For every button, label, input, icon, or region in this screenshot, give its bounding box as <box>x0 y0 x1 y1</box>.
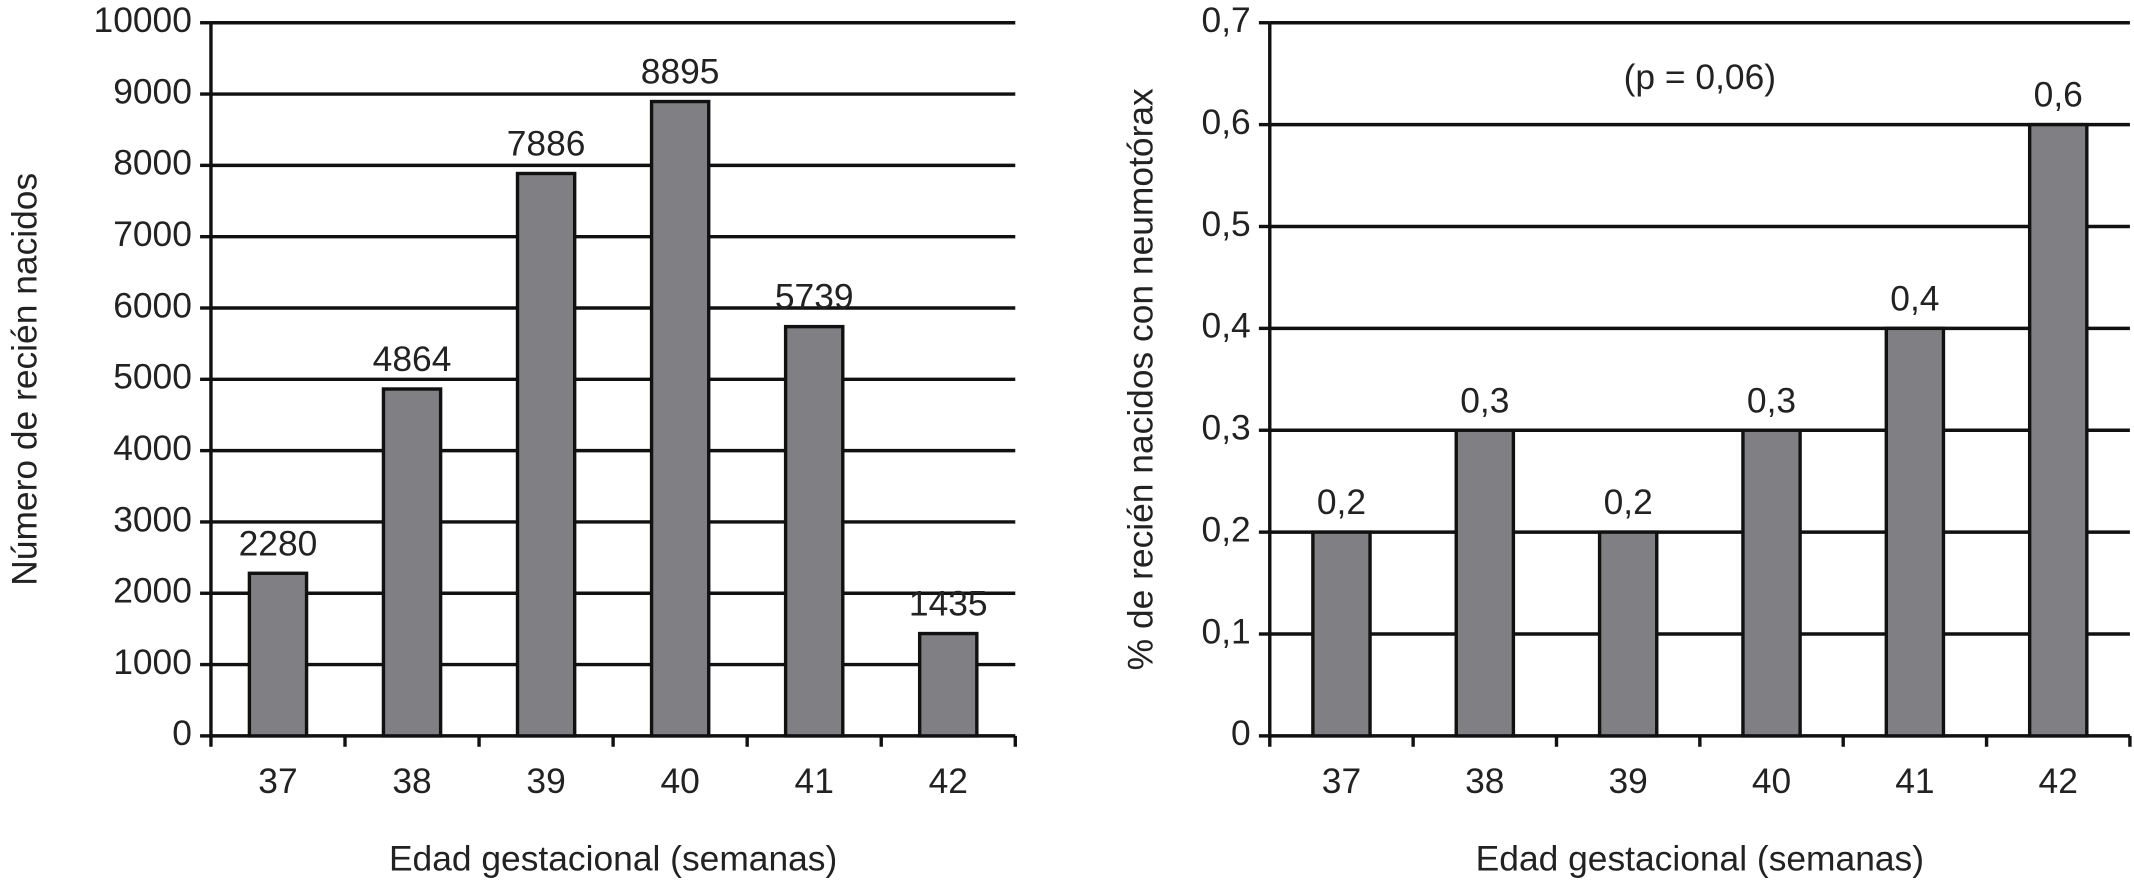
y-tick-label: 0,4 <box>1202 307 1251 346</box>
bar <box>1454 428 1516 738</box>
y-tick-label: 4000 <box>113 429 192 468</box>
bar <box>917 631 979 738</box>
value-label: 5739 <box>775 278 854 317</box>
y-tick-label: 6000 <box>113 286 192 325</box>
y-tick-label: 0,5 <box>1202 205 1251 244</box>
bar <box>2027 122 2089 738</box>
y-tick-label: 3000 <box>113 500 192 539</box>
y-tick-label: 0,6 <box>1202 103 1251 142</box>
x-tick-label: 37 <box>1322 762 1361 801</box>
value-label: 4864 <box>373 340 452 379</box>
value-label: 8895 <box>641 53 720 92</box>
y-tick-label: 0,3 <box>1202 409 1251 448</box>
bar <box>1741 428 1802 738</box>
y-tick-label: 7000 <box>113 215 192 254</box>
bar <box>1884 326 1946 738</box>
value-label: 7886 <box>507 125 586 164</box>
x-axis-title: Edad gestacional (semanas) <box>1476 839 1924 878</box>
value-label: 0,3 <box>1460 381 1509 420</box>
x-tick-label: 42 <box>929 762 968 801</box>
y-tick-label: 5000 <box>113 358 192 397</box>
bar <box>1597 530 1659 738</box>
value-label: 0,2 <box>1317 483 1366 522</box>
value-label: 1435 <box>909 585 988 624</box>
annotation: (p = 0,06) <box>1624 58 1776 97</box>
y-tick-label: 0 <box>172 714 192 753</box>
y-tick-label: 8000 <box>113 144 192 183</box>
x-tick-label: 39 <box>526 762 565 801</box>
y-tick-label: 9000 <box>113 72 192 111</box>
x-tick-label: 37 <box>258 762 297 801</box>
bar <box>247 571 309 738</box>
x-axis-title: Edad gestacional (semanas) <box>389 839 837 878</box>
value-label: 2280 <box>239 524 318 563</box>
y-axis-title: Número de recién nacidos <box>6 173 45 586</box>
x-tick-label: 41 <box>795 762 834 801</box>
y-tick-label: 10000 <box>94 1 192 40</box>
x-tick-label: 38 <box>1465 762 1504 801</box>
y-tick-label: 0 <box>1231 714 1251 753</box>
x-tick-label: 40 <box>660 762 699 801</box>
bar <box>381 387 443 738</box>
x-tick-label: 40 <box>1752 762 1791 801</box>
y-tick-label: 0,2 <box>1202 510 1251 549</box>
y-tick-label: 0,7 <box>1202 1 1251 40</box>
value-label: 0,2 <box>1604 483 1653 522</box>
bar <box>1311 530 1372 738</box>
x-tick-label: 38 <box>392 762 431 801</box>
bar <box>515 171 577 738</box>
x-tick-label: 42 <box>2039 762 2078 801</box>
x-tick-label: 41 <box>1895 762 1934 801</box>
value-label: 0,4 <box>1890 279 1939 318</box>
bar <box>783 324 845 738</box>
value-label: 0,3 <box>1747 381 1796 420</box>
x-tick-label: 39 <box>1608 762 1647 801</box>
value-label: 0,6 <box>2034 76 2083 115</box>
y-tick-label: 1000 <box>113 643 192 682</box>
y-tick-label: 2000 <box>113 572 192 611</box>
y-tick-label: 0,1 <box>1202 612 1251 651</box>
y-axis-title: % de recién nacidos con neumotórax <box>1122 88 1161 670</box>
bar <box>649 99 711 738</box>
